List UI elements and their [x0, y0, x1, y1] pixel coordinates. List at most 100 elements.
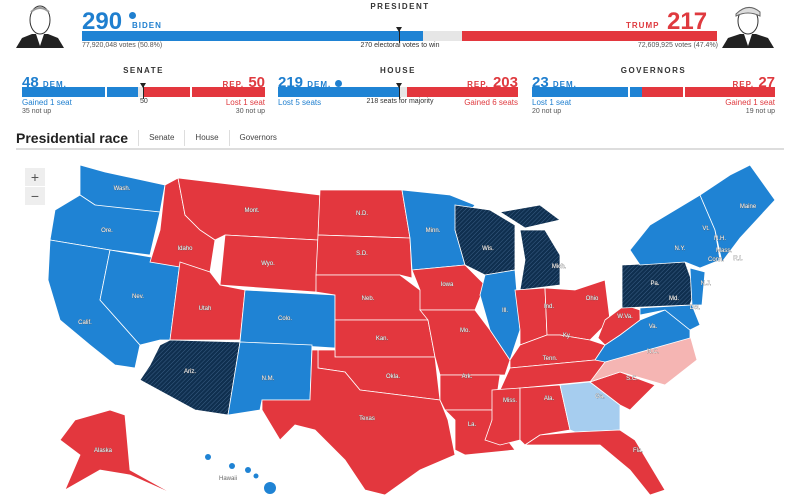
race-tabs: Presidential race Senate House Governors	[16, 128, 784, 150]
senate-rep-notup-bar	[192, 87, 265, 97]
state-mich-up[interactable]	[498, 204, 561, 229]
biden-ev: 290	[82, 8, 123, 35]
senate-dem-change: Gained 1 seat	[22, 98, 72, 107]
state-ariz[interactable]	[139, 339, 241, 416]
state-fla[interactable]	[523, 429, 666, 496]
state-ore[interactable]	[49, 194, 161, 256]
senate-dem-label: DEM.	[42, 80, 67, 89]
tab-presidential[interactable]: Presidential race	[16, 130, 129, 146]
trump-name: TRUMP	[626, 21, 660, 30]
label-fla: Fla.	[633, 448, 643, 454]
label-nd: N.D.	[356, 211, 368, 217]
biden-portrait	[16, 5, 64, 48]
state-sd[interactable]	[315, 234, 413, 279]
label-ala: Ala.	[544, 396, 555, 402]
label-utah: Utah	[199, 306, 212, 312]
senate-rep-bar	[143, 87, 191, 97]
uncalled-bar	[423, 31, 462, 41]
threshold-marker	[396, 27, 402, 43]
label-hawaii: Hawaii	[219, 476, 237, 482]
state-nj[interactable]	[689, 267, 706, 306]
tab-senate[interactable]: Senate	[138, 130, 184, 146]
label-ark: Ark.	[462, 374, 473, 380]
tab-house[interactable]: House	[184, 130, 228, 146]
gov-dem-notup: 20 not up	[532, 108, 562, 115]
label-nev: Nev.	[132, 294, 144, 300]
state-hawaii[interactable]	[205, 454, 276, 494]
biden-votes: 77,920,048 votes (50.8%)	[82, 42, 163, 49]
label-wyo: Wyo.	[261, 261, 275, 267]
house-uncalled-bar	[400, 87, 407, 97]
senate-dem-bar	[107, 87, 138, 97]
state-mo[interactable]	[419, 309, 511, 376]
label-kan: Kan.	[376, 336, 389, 342]
governors-title: GOVERNORS	[620, 66, 687, 75]
label-idaho: Idaho	[177, 246, 193, 252]
gov-dem-count: 23	[532, 74, 549, 91]
state-ohio[interactable]	[544, 279, 611, 341]
label-calif: Calif.	[78, 320, 92, 326]
zoom-in-button[interactable]: +	[25, 168, 45, 186]
label-colo: Colo.	[278, 316, 292, 322]
label-la: La.	[468, 422, 477, 428]
label-miss: Miss.	[503, 398, 517, 404]
label-nc: N.C.	[647, 349, 659, 355]
state-ny[interactable]	[629, 194, 721, 269]
label-ariz: Ariz.	[184, 369, 196, 375]
label-mich: Mich.	[552, 264, 567, 270]
zoom-out-button[interactable]: −	[25, 187, 45, 205]
gov-rep-bar	[642, 87, 684, 97]
gov-rep-change: Gained 1 seat	[725, 98, 775, 107]
label-ri: R.I.	[733, 256, 743, 262]
label-minn: Minn.	[426, 228, 441, 234]
gov-dem-label: DEM.	[552, 80, 577, 89]
senate-rep-label: REP.	[222, 80, 245, 89]
label-vt: Vt.	[702, 226, 710, 232]
gov-rep-label: REP.	[732, 80, 755, 89]
gov-dem-bar	[630, 87, 642, 97]
senate-threshold: 50	[140, 98, 148, 105]
gov-dem-notup-bar	[532, 87, 629, 97]
label-pa: Pa.	[650, 281, 659, 287]
label-mont: Mont.	[244, 208, 259, 214]
state-mich[interactable]	[519, 229, 561, 291]
trump-votes: 72,609,925 votes (47.4%)	[637, 42, 718, 49]
label-nm: N.M.	[262, 376, 275, 382]
senate-title: SENATE	[123, 66, 164, 75]
label-iowa: Iowa	[441, 282, 454, 288]
state-new-england[interactable]	[699, 164, 776, 263]
state-labels: Wash. Ore. Calif. Nev. Idaho Mont. Wyo. …	[78, 186, 757, 482]
gov-rep-notup: 19 not up	[745, 108, 775, 115]
trump-ev: 217	[667, 8, 708, 35]
senate-rep-change: Lost 1 seat	[225, 98, 265, 107]
label-va: Va.	[649, 324, 658, 330]
biden-ev-bar	[82, 31, 423, 41]
label-wash: Wash.	[114, 186, 131, 192]
senate-dem-notup: 35 not up	[22, 108, 52, 115]
senate-threshold-marker	[140, 83, 146, 99]
gov-rep-count: 27	[758, 74, 775, 91]
label-ohio: Ohio	[586, 296, 599, 302]
house-threshold: 218 seats for majority	[366, 98, 434, 105]
house-threshold-marker	[396, 83, 402, 99]
house-dem-change: Lost 5 seats	[278, 98, 322, 107]
state-alaska[interactable]	[59, 409, 176, 496]
label-md: Md.	[669, 296, 679, 302]
house-dem-label: DEM.	[307, 80, 332, 89]
tab-governors[interactable]: Governors	[228, 130, 287, 146]
senate-rep-count: 50	[248, 74, 265, 91]
trump-portrait	[722, 7, 774, 48]
state-texas[interactable]	[261, 349, 456, 496]
state-ark[interactable]	[439, 374, 501, 411]
label-maine: Maine	[740, 204, 757, 210]
label-wis: Wis.	[482, 246, 494, 252]
house-rep-bar	[407, 87, 518, 97]
label-neb: Neb.	[362, 296, 375, 302]
house-dem-count: 219	[278, 74, 304, 91]
label-sd: S.D.	[356, 251, 368, 257]
label-texas: Texas	[359, 416, 375, 422]
label-ga: Ga.	[595, 394, 605, 400]
label-del: Del.	[690, 305, 701, 311]
label-mo: Mo.	[460, 328, 470, 334]
gov-rep-notup-bar	[685, 87, 775, 97]
